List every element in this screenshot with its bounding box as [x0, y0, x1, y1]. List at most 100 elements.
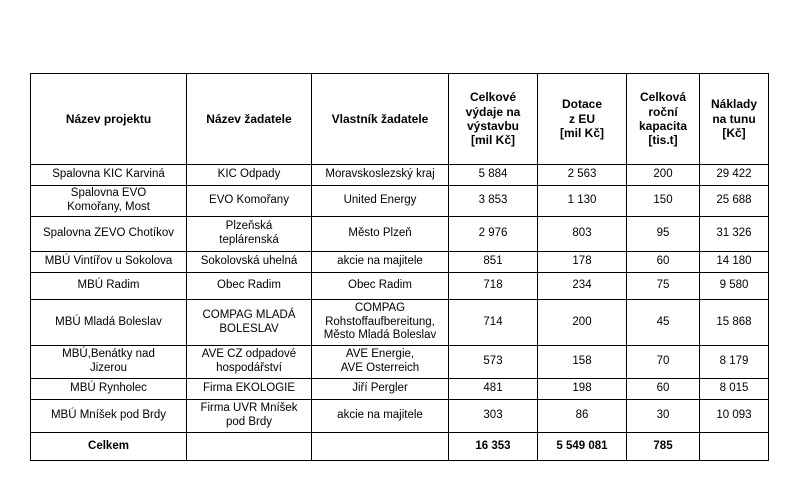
cell-dotace: 86 [537, 399, 627, 433]
table-row: MBÚ Mladá Boleslav COMPAG MLADÁ BOLESLAV… [30, 299, 769, 346]
header-dotace-z-eu: Dotace z EU [mil Kč] [537, 73, 627, 165]
cell-text-line: AVE Osterreich [340, 362, 420, 374]
header-text-line: výdaje na [465, 104, 521, 119]
cell-text-line: COMPAG MLADÁ [202, 308, 296, 321]
header-row: Název projektu Název žadatele Vlastník ž… [30, 73, 769, 165]
header-text-line: Celkové [469, 90, 517, 105]
table-row: Spalovna ZEVO Chotíkov Plzeňská tepláren… [30, 216, 769, 252]
table-header: Název projektu Název žadatele Vlastník ž… [30, 73, 769, 165]
header-celkova-rocni-kapacita: Celková roční kapacita [tis.t] [626, 73, 700, 165]
cell-zadatel: Plzeňská teplárenská [186, 216, 312, 252]
cell-projekt: MBÚ Vintířov u Sokolova [30, 251, 187, 273]
cell-vlastnik: akcie na majitele [311, 251, 449, 273]
table-row: MBÚ Mníšek pod Brdy Firma UVR Mníšek pod… [30, 399, 769, 433]
cell-kapacita: 150 [626, 185, 700, 217]
projects-table: Název projektu Název žadatele Vlastník ž… [30, 73, 769, 461]
cell-naklady: 9 580 [699, 272, 769, 300]
cell-text-line: Firma UVR Mníšek [200, 402, 298, 415]
header-unit: [mil Kč] [470, 133, 515, 148]
cell-text-line: Komořany, Most [67, 201, 150, 213]
header-text: Vlastník žadatele [331, 111, 429, 126]
cell-projekt: MBÚ Radim [30, 272, 187, 300]
cell-vydaje: 714 [448, 299, 538, 346]
cell-projekt: MBÚ Mladá Boleslav [30, 299, 187, 346]
cell-text-line: MBÚ,Benátky nad [62, 348, 155, 361]
cell-text-line: BOLESLAV [219, 322, 279, 335]
header-text: Název žadatele [206, 111, 292, 126]
cell-vydaje: 481 [448, 378, 538, 400]
cell-total-dotace: 5 549 081 [537, 432, 627, 461]
cell-kapacita: 45 [626, 299, 700, 346]
cell-dotace: 234 [537, 272, 627, 300]
cell-total-zadatel [186, 432, 312, 461]
cell-kapacita: 75 [626, 272, 700, 300]
cell-naklady: 8 179 [699, 345, 769, 379]
cell-vlastnik: Jiří Pergler [311, 378, 449, 400]
header-vlastnik-zadatele: Vlastník žadatele [311, 73, 449, 165]
cell-dotace: 803 [537, 216, 627, 252]
header-text-line: roční [648, 104, 678, 119]
cell-text-line: Rohstoffaufbereitung, [325, 315, 435, 328]
cell-total-kapacita: 785 [626, 432, 700, 461]
cell-zadatel: COMPAG MLADÁ BOLESLAV [186, 299, 312, 346]
cell-text-line: COMPAG [354, 302, 406, 315]
cell-total-vydaje: 16 353 [448, 432, 538, 461]
cell-naklady: 29 422 [699, 164, 769, 186]
header-text-line: kapacita [638, 119, 688, 133]
header-text-line: z EU [568, 111, 595, 126]
cell-projekt: Spalovna ZEVO Chotíkov [30, 216, 187, 252]
cell-kapacita: 200 [626, 164, 700, 186]
cell-naklady: 15 868 [699, 299, 769, 346]
cell-zadatel: Obec Radim [186, 272, 312, 300]
cell-vlastnik: akcie na majitele [311, 399, 449, 433]
header-celkove-vydaje: Celkové výdaje na výstavbu [mil Kč] [448, 73, 538, 165]
header-text-line: výstavbu [466, 119, 520, 133]
cell-vydaje: 851 [448, 251, 538, 273]
cell-zadatel: Firma UVR Mníšek pod Brdy [186, 399, 312, 433]
cell-naklady: 10 093 [699, 399, 769, 433]
cell-vlastnik: Obec Radim [311, 272, 449, 300]
cell-text-line: Město Mladá Boleslav [323, 329, 437, 342]
header-text-line: Celková [639, 90, 687, 105]
cell-vydaje: 3 853 [448, 185, 538, 217]
table-row: MBÚ Vintířov u Sokolova Sokolovská uheln… [30, 251, 769, 273]
cell-vlastnik: Město Plzeň [311, 216, 449, 252]
cell-text-line: hospodářství [216, 362, 282, 374]
cell-zadatel: Firma EKOLOGIE [186, 378, 312, 400]
cell-vydaje: 303 [448, 399, 538, 433]
cell-zadatel: Sokolovská uhelná [186, 251, 312, 273]
cell-text-line: Jizerou [89, 362, 128, 374]
cell-vydaje: 5 884 [448, 164, 538, 186]
cell-kapacita: 70 [626, 345, 700, 379]
header-unit: [mil Kč] [559, 126, 604, 141]
cell-vydaje: 573 [448, 345, 538, 379]
cell-vlastnik: COMPAG Rohstoffaufbereitung, Město Mladá… [311, 299, 449, 346]
cell-kapacita: 95 [626, 216, 700, 252]
cell-vydaje: 718 [448, 272, 538, 300]
cell-naklady: 8 015 [699, 378, 769, 400]
cell-total-vlastnik [311, 432, 449, 461]
header-text-line: Dotace [561, 97, 602, 112]
cell-vydaje: 2 976 [448, 216, 538, 252]
table-body: Spalovna KIC Karviná KIC Odpady Moravsko… [30, 164, 769, 461]
cell-total-naklady [699, 432, 769, 461]
cell-naklady: 25 688 [699, 185, 769, 217]
header-unit: [Kč] [722, 126, 746, 141]
cell-projekt: MBÚ Mníšek pod Brdy [30, 399, 187, 433]
table-row: Spalovna KIC Karviná KIC Odpady Moravsko… [30, 164, 769, 186]
cell-zadatel: EVO Komořany [186, 185, 312, 217]
cell-total-label: Celkem [30, 432, 187, 461]
cell-vlastnik: United Energy [311, 185, 449, 217]
cell-zadatel: KIC Odpady [186, 164, 312, 186]
cell-vlastnik: AVE Energie, AVE Osterreich [311, 345, 449, 379]
cell-kapacita: 60 [626, 251, 700, 273]
cell-projekt: Spalovna EVO Komořany, Most [30, 185, 187, 217]
table-row: MBÚ Rynholec Firma EKOLOGIE Jiří Pergler… [30, 378, 769, 400]
cell-text-line: AVE Energie, [345, 348, 415, 361]
cell-zadatel: AVE CZ odpadové hospodářství [186, 345, 312, 379]
cell-projekt: Spalovna KIC Karviná [30, 164, 187, 186]
cell-projekt: MBÚ Rynholec [30, 378, 187, 400]
cell-naklady: 31 326 [699, 216, 769, 252]
cell-dotace: 200 [537, 299, 627, 346]
